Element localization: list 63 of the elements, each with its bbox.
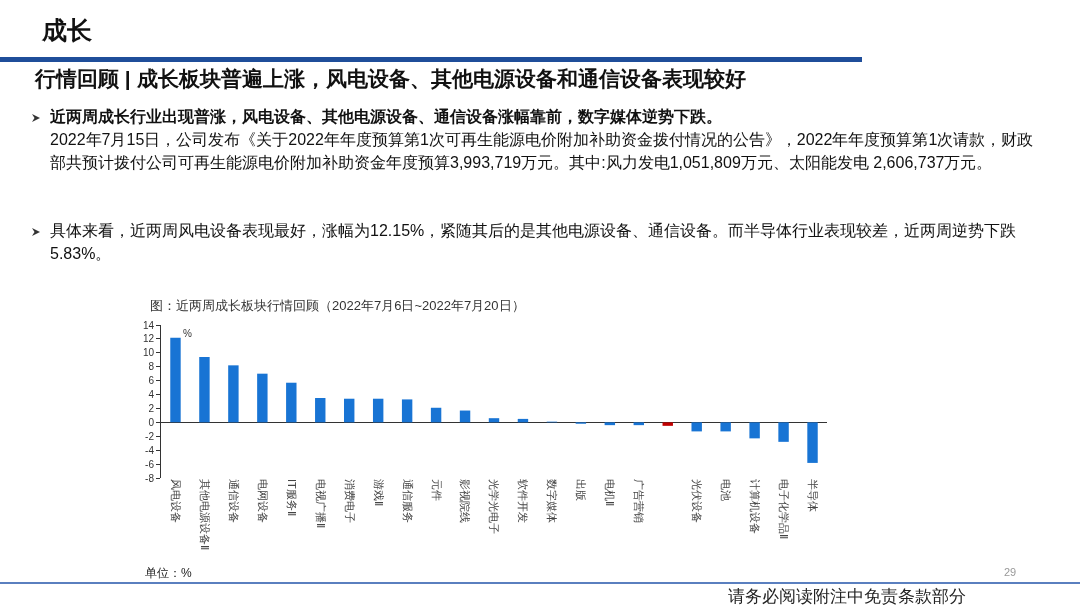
text: 近两周成长行业出现普涨，风电设备、其他电源设备、通信设备涨幅靠前，数字媒体逆势下跌。 [50,107,723,127]
bar [170,337,181,423]
bar [749,422,760,439]
x-tick-label: 出版 [575,479,588,501]
bar [662,422,673,426]
bar [286,382,297,423]
bar [604,422,616,426]
chart-subtitle: 图：近两周成长板块行情回顾（2022年7月6日~2022年7月20日） [150,297,525,315]
x-tick-label: 广告营销 [633,479,646,523]
bar [488,418,500,423]
bar [633,422,644,426]
y-tick-label: 0 [148,416,155,428]
x-tick-label: 影视院线 [459,479,472,523]
x-tick-label: 通信服务 [401,479,414,523]
x-tick-label: 光伏设备 [691,479,704,523]
x-tick-label: 其他电源设备Ⅱ [198,479,211,550]
x-tick-label: 电视广播Ⅱ [314,479,327,528]
y-tick-label: 2 [148,402,155,414]
bar [691,422,702,432]
y-tick-label: 12 [142,333,155,345]
bar [199,356,210,423]
bar [401,399,413,423]
y-tick-label: 14 [142,319,155,331]
y-tick-label: -4 [145,444,155,456]
y-axis-title: % [183,328,192,339]
y-tick-label: 10 [142,347,155,359]
chart-title: 行情回顾 | 成长板块普遍上涨，风电设备、其他电源设备和通信设备表现较好 [35,66,746,92]
text: 具体来看，近两周风电设备表现最好，涨幅为12.15%，紧随其后的是其他电源设备、通信设备。而半导体行业表现较差，近两周逆势下跌5.83%。 [50,221,1018,264]
x-tick-label: 计算机设备 [749,479,762,534]
y-tick-label: 8 [148,361,155,373]
text: 29 [1004,566,1017,578]
bar [372,398,384,423]
bar [720,422,731,432]
text: 单位：% [145,565,192,582]
bar [430,407,442,423]
x-tick-label: 游戏Ⅱ [372,479,385,506]
y-tick-label: -6 [145,458,155,470]
bar [807,422,818,463]
x-tick-label: 元件 [430,479,443,501]
y-tick-label: -2 [145,430,155,442]
x-tick-label: 风电设备 [169,479,182,523]
bar [228,365,239,423]
y-tick-label: -8 [145,472,155,484]
bar [257,373,268,423]
x-tick-label: 电子化学品Ⅱ [777,479,790,539]
x-tick-label: 半导体 [806,479,819,512]
x-tick-label: IT服务Ⅱ [285,479,298,516]
x-tick-label: 软件开发 [517,479,530,523]
x-tick-label: 电池 [720,479,733,501]
x-tick-label: 电机Ⅱ [604,479,617,506]
bar [315,398,326,423]
y-tick-label: 6 [148,375,155,387]
text: 2022年7月15日，公司发布《关于2022年年度预算第1次可再生能源电价附加补助资金拨付情况的公告》，2022年年度预算第1次请款，财政部共预计拨付公司可再生能源电价附加补助资金年度预算3,993,719万元。其中:风力发电1,051,809万元、太阳能发电 2,606,737万元。 [50,130,1035,173]
text: 请务必阅读附注中免责条款部分 [728,586,966,608]
bar [778,422,789,442]
x-tick-label: 电网设备 [256,479,269,523]
x-tick-label: 通信设备 [227,479,240,523]
y-tick-label: 4 [148,389,155,401]
bar [344,398,355,423]
text: 成长 [42,15,92,46]
x-tick-label: 消费电子 [343,479,356,523]
x-tick-label: 光学光电子 [488,479,501,534]
x-tick-label: 数字媒体 [546,479,559,523]
